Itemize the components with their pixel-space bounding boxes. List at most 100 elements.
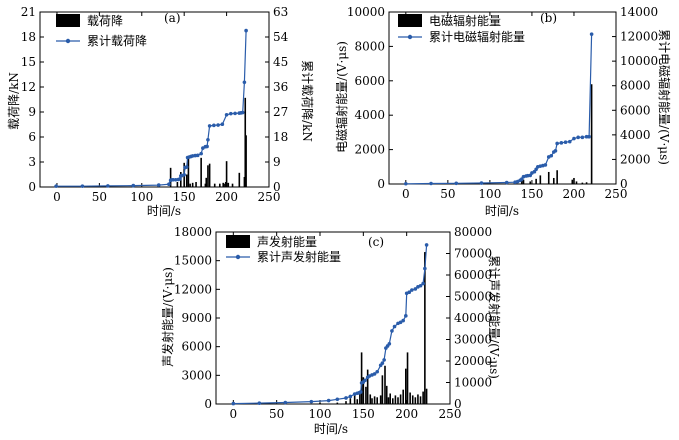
panel-a-ytick-left-label: 12 bbox=[21, 80, 36, 94]
panel-a-cumulative-point bbox=[244, 28, 248, 33]
panel-c-cumulative-point bbox=[231, 401, 236, 406]
panel-b-bar bbox=[556, 170, 558, 184]
panel-c-cumulative-point bbox=[413, 287, 418, 291]
panel-a-ytick-right-label: 45 bbox=[273, 55, 288, 69]
panel-c-ytick-right-label: 10000 bbox=[454, 376, 492, 390]
panel-a-ytick-right-label: 18 bbox=[273, 130, 288, 144]
panel-c-cumulative-point bbox=[348, 394, 353, 399]
panel-b-frame bbox=[388, 11, 617, 185]
panel-a-bar bbox=[222, 182, 224, 187]
panel-b-cumulative-point bbox=[572, 136, 576, 141]
panel-a-xlabel: 时间/s bbox=[147, 204, 181, 218]
panel-c-ytick-right-label: 30000 bbox=[454, 333, 492, 347]
panel-c-bar bbox=[319, 403, 321, 404]
panel-b-xtick-label: 150 bbox=[520, 187, 543, 201]
panel-b-ytick-right-label: 12000 bbox=[620, 30, 658, 44]
panel-a-cumulative-point bbox=[240, 110, 245, 115]
panel-a-bar bbox=[204, 183, 207, 187]
panel-a-cumulative-point bbox=[184, 165, 189, 169]
panel-b-cumulative-point bbox=[584, 134, 589, 139]
panel-c-plot: 0 50 100 150 200 2500300060009000120001500018… bbox=[174, 225, 492, 421]
panel-c-cumulative-point bbox=[283, 400, 288, 405]
panel-c-ylabel-left: 声发射能量/(V·μs) bbox=[160, 267, 175, 367]
panel-c-bar bbox=[409, 392, 411, 404]
panel-a-bar bbox=[224, 182, 227, 187]
panel-b-xtick-label: 50 bbox=[440, 187, 455, 201]
panel-b-legend-line-marker bbox=[407, 34, 413, 40]
panel-c-bar bbox=[406, 352, 409, 404]
panel-b-bar bbox=[535, 178, 537, 184]
panel-c-bar bbox=[381, 375, 384, 404]
panel-b-ytick-right-label: 6000 bbox=[620, 103, 651, 117]
panel-c-bar bbox=[360, 352, 363, 404]
panel-c-cumulative-point bbox=[424, 243, 429, 247]
panel-c-cumulative-point bbox=[375, 369, 380, 374]
panel-b-ytick-left-label: 0 bbox=[377, 177, 385, 191]
panel-b-ytick-right-label: 0 bbox=[620, 177, 628, 191]
panel-c-bar bbox=[399, 394, 402, 404]
panel-c-xtick-label: 200 bbox=[395, 407, 418, 421]
panel-b-ytick-right-label: 10000 bbox=[620, 54, 658, 68]
panel-b-bar bbox=[472, 183, 474, 184]
panel-a-ytick-left-label: 15 bbox=[21, 55, 36, 69]
panel-b-bar bbox=[522, 179, 525, 184]
panel-c-bar bbox=[405, 368, 407, 404]
panel-b-cumulative-point bbox=[553, 149, 558, 153]
panel-b-bar bbox=[573, 177, 575, 184]
panel-a-cumulative-point bbox=[220, 122, 225, 127]
panel-a-bar bbox=[189, 183, 191, 187]
panel-c-cumulative-point bbox=[382, 358, 386, 362]
panel-c-cumulative-point bbox=[380, 361, 385, 365]
panel-c-bar bbox=[422, 391, 424, 404]
panel-a-cumulative-point bbox=[178, 177, 182, 181]
panel-a-cumulative-point bbox=[216, 123, 220, 127]
panel-c-bar bbox=[392, 398, 394, 404]
panel-a-legend-line-marker bbox=[65, 38, 71, 44]
panel-a-cumulative-line bbox=[56, 30, 247, 187]
panel-c-bar bbox=[387, 397, 390, 404]
panel-a-ytick-right-label: 36 bbox=[273, 80, 288, 94]
panel-a-ytick-left-label: 3 bbox=[28, 155, 36, 169]
panel-a-ytick-right-label: 27 bbox=[273, 105, 288, 119]
panel-a-bar bbox=[219, 183, 221, 187]
panel-b-ytick-right-label: 14000 bbox=[620, 5, 658, 19]
panel-c-ytick-left-label: 18000 bbox=[174, 225, 212, 239]
panel-a-ytick-left-label: 18 bbox=[21, 30, 36, 44]
panel-c-xtick-label: 100 bbox=[309, 407, 332, 421]
panel-c-bar bbox=[419, 396, 422, 404]
panel-c-ytick-left-label: 9000 bbox=[181, 311, 212, 325]
panel-c-cumulative-point bbox=[392, 324, 397, 329]
panel-a-legend-bar-swatch bbox=[56, 14, 80, 27]
panel-b-ytick-left-label: 10000 bbox=[347, 5, 385, 19]
panel-b-bar bbox=[547, 171, 550, 184]
panel-b-xtick-label: 250 bbox=[605, 187, 628, 201]
panel-c-ytick-right-label: 80000 bbox=[454, 225, 492, 239]
panel-c-cumulative-point bbox=[363, 378, 367, 383]
panel-b-xtick-label: 0 bbox=[402, 187, 410, 201]
panel-b-xlabel: 时间/s bbox=[485, 204, 519, 218]
panel-b-ylabel-right: 累计电磁辐射能量/(V·μs) bbox=[657, 29, 672, 165]
panel-a-bar bbox=[185, 174, 188, 187]
panel-b-bar bbox=[571, 179, 574, 184]
panel-c-bar bbox=[376, 397, 378, 404]
panel-a-bar bbox=[238, 172, 241, 187]
panel-b-ytick-left-label: 4000 bbox=[354, 108, 385, 122]
panel-b-cumulative-point bbox=[559, 141, 564, 145]
panel-c-bar bbox=[371, 398, 373, 404]
panel-c-ytick-right-label: 70000 bbox=[454, 247, 492, 261]
panel-c-xtick-label: 50 bbox=[269, 407, 284, 421]
panel-c-ytick-left-label: 15000 bbox=[174, 254, 212, 268]
panel-a-cumulative-point bbox=[229, 111, 233, 116]
panel-b-cumulative-point bbox=[549, 153, 554, 158]
panel-a-cumulative-point bbox=[167, 182, 171, 187]
panel-c-bar bbox=[385, 385, 388, 404]
panel-c-cumulative-point bbox=[372, 372, 377, 376]
panel-b-legend-bar-swatch bbox=[398, 14, 422, 27]
panel-a-legend-bar-label: 载荷降 bbox=[87, 14, 123, 28]
panel-c-cumulative-point bbox=[418, 283, 423, 288]
panel-a-ylabel-left: 载荷降/kN bbox=[7, 72, 21, 130]
panel-c-ytick-left-label: 6000 bbox=[181, 340, 212, 354]
panel-b-xtick-label: 100 bbox=[478, 187, 501, 201]
panel-c-ytick-left-label: 12000 bbox=[174, 282, 212, 296]
panel-b-legend-line-label: 累计电磁辐射能量 bbox=[429, 29, 525, 44]
